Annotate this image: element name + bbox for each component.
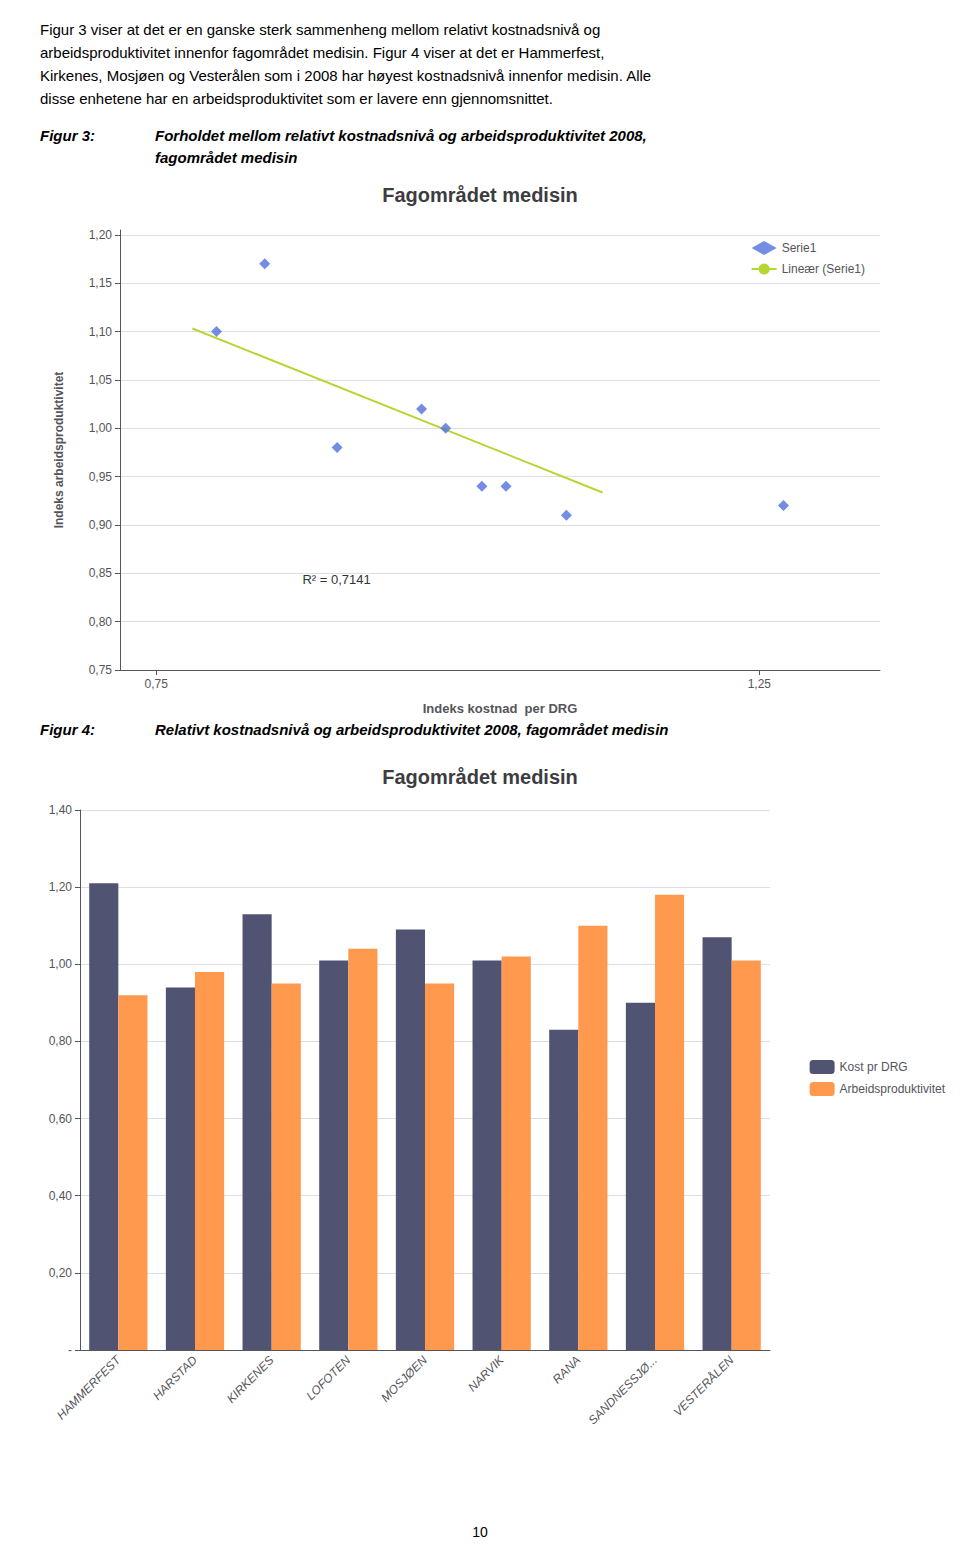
svg-text:1,05: 1,05 bbox=[89, 373, 113, 387]
svg-text:1,20: 1,20 bbox=[89, 228, 113, 242]
svg-text:0,95: 0,95 bbox=[89, 470, 113, 484]
svg-text:Fagområdet medisin: Fagområdet medisin bbox=[382, 184, 578, 206]
svg-text:0,60: 0,60 bbox=[49, 1112, 73, 1126]
svg-text:R² = 0,7141: R² = 0,7141 bbox=[302, 572, 370, 587]
svg-text:Serie1: Serie1 bbox=[782, 241, 817, 255]
svg-text:Forholdet mellom relativt kost: Forholdet mellom relativt kostnadsnivå o… bbox=[155, 127, 647, 144]
svg-text:0,80: 0,80 bbox=[49, 1034, 73, 1048]
svg-text:NARVIK: NARVIK bbox=[465, 1352, 507, 1394]
svg-text:0,20: 0,20 bbox=[49, 1266, 73, 1280]
svg-text:KIRKENES: KIRKENES bbox=[224, 1353, 277, 1406]
svg-text:Figur 3 viser at det er en gan: Figur 3 viser at det er en ganske sterk … bbox=[40, 21, 600, 38]
svg-text:disse enhetene har en arbeidsp: disse enhetene har en arbeidsproduktivit… bbox=[40, 90, 553, 107]
svg-text:Lineær (Serie1): Lineær (Serie1) bbox=[782, 262, 865, 276]
svg-text:arbeidsproduktivitet innenfor: arbeidsproduktivitet innenfor fagområdet… bbox=[40, 44, 604, 61]
svg-text:Figur 3:: Figur 3: bbox=[40, 127, 95, 144]
svg-text:0,90: 0,90 bbox=[89, 518, 113, 532]
svg-text:-: - bbox=[68, 1343, 72, 1357]
svg-text:0,75: 0,75 bbox=[145, 677, 169, 691]
svg-text:SANDNESSJØ...: SANDNESSJØ... bbox=[586, 1353, 660, 1427]
svg-text:Kirkenes, Mosjøen og Vesteråle: Kirkenes, Mosjøen og Vesterålen som i 20… bbox=[40, 67, 651, 84]
svg-text:1,40: 1,40 bbox=[49, 803, 73, 817]
svg-text:HARSTAD: HARSTAD bbox=[150, 1353, 200, 1403]
svg-text:0,85: 0,85 bbox=[89, 566, 113, 580]
svg-text:Fagområdet medisin: Fagområdet medisin bbox=[382, 766, 578, 788]
svg-text:Relativt kostnadsnivå og arbei: Relativt kostnadsnivå og arbeidsprodukti… bbox=[155, 721, 668, 738]
svg-text:1,00: 1,00 bbox=[49, 957, 73, 971]
svg-text:0,80: 0,80 bbox=[89, 615, 113, 629]
svg-text:Arbeidsproduktivitet: Arbeidsproduktivitet bbox=[840, 1082, 946, 1096]
svg-text:1,00: 1,00 bbox=[89, 421, 113, 435]
svg-text:HAMMERFEST: HAMMERFEST bbox=[54, 1352, 124, 1422]
svg-text:fagområdet medisin: fagområdet medisin bbox=[155, 149, 298, 166]
svg-text:1,15: 1,15 bbox=[89, 276, 113, 290]
svg-text:Figur 4:: Figur 4: bbox=[40, 721, 95, 738]
svg-text:RANA: RANA bbox=[550, 1353, 583, 1386]
svg-text:Kost pr DRG: Kost pr DRG bbox=[840, 1060, 908, 1074]
svg-text:VESTERÅLEN: VESTERÅLEN bbox=[670, 1352, 737, 1419]
svg-text:1,25: 1,25 bbox=[748, 677, 772, 691]
svg-text:MOSJØEN: MOSJØEN bbox=[378, 1353, 430, 1405]
svg-text:1,10: 1,10 bbox=[89, 325, 113, 339]
svg-text:Indeks arbeidsproduktivitet: Indeks arbeidsproduktivitet bbox=[52, 372, 66, 529]
svg-text:Indeks kostnad per DRG: Indeks kostnad per DRG bbox=[423, 701, 578, 716]
svg-text:0,75: 0,75 bbox=[89, 663, 113, 677]
svg-text:0,40: 0,40 bbox=[49, 1189, 73, 1203]
svg-text:1,20: 1,20 bbox=[49, 880, 73, 894]
svg-text:LOFOTEN: LOFOTEN bbox=[303, 1353, 353, 1403]
svg-text:10: 10 bbox=[472, 1524, 488, 1540]
